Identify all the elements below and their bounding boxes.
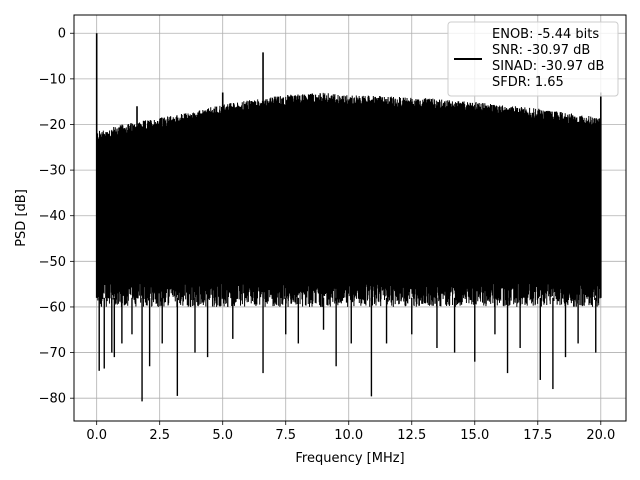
legend-entry-line: SINAD: -30.97 dB <box>492 59 604 74</box>
x-tick-label: 2.5 <box>149 428 170 443</box>
x-tick-label: 7.5 <box>275 428 296 443</box>
y-tick-label: −70 <box>39 346 66 361</box>
psd-series <box>95 33 602 402</box>
legend-entry-line: ENOB: -5.44 bits <box>492 27 599 42</box>
legend-entry-line: SFDR: 1.65 <box>492 75 564 90</box>
legend-entry-line: SNR: -30.97 dB <box>492 43 590 58</box>
y-tick-label: −30 <box>39 164 66 179</box>
y-tick-label: −60 <box>39 300 66 315</box>
axis-ticks: 0.0 2.5 5.0 7.5 10.0 12.5 15.0 17.5 20.0 0 −10 −20 −… <box>39 27 616 443</box>
y-tick-label: −40 <box>39 209 66 224</box>
x-tick-label: 5.0 <box>212 428 233 443</box>
y-tick-label: 0 <box>58 27 66 42</box>
x-tick-label: 15.0 <box>460 428 489 443</box>
x-tick-label: 12.5 <box>397 428 426 443</box>
psd-noise-band <box>96 108 601 285</box>
y-tick-label: −10 <box>39 72 66 87</box>
x-tick-label: 17.5 <box>523 428 552 443</box>
y-tick-label: −80 <box>39 392 66 407</box>
axes-frame <box>73 14 627 422</box>
y-axis-label: PSD [dB] <box>14 189 29 247</box>
y-tick-label: −50 <box>39 255 66 270</box>
x-tick-label: 10.0 <box>334 428 363 443</box>
x-tick-label: 0.0 <box>86 428 107 443</box>
legend-box <box>447 21 619 97</box>
x-axis-label: Frequency [MHz] <box>295 451 404 466</box>
y-tick-label: −20 <box>39 118 66 133</box>
x-tick-label: 20.0 <box>586 428 615 443</box>
